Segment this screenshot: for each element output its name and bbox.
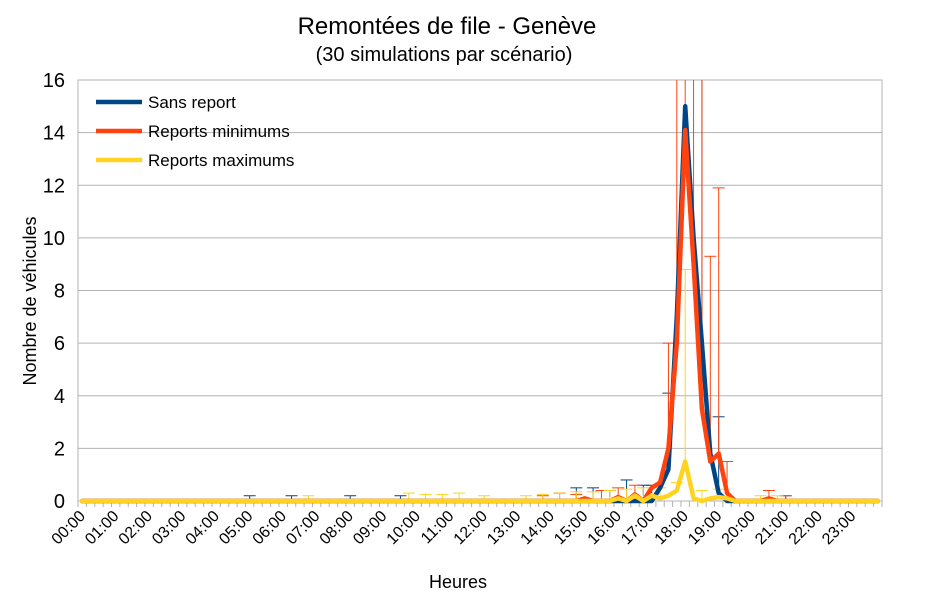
x-tick-label: 00:00 — [49, 508, 89, 548]
x-tick-label: 20:00 — [719, 508, 759, 548]
x-tick-label: 14:00 — [518, 508, 558, 548]
series-lines — [79, 104, 881, 504]
x-tick-label: 13:00 — [484, 508, 524, 548]
x-tick-label: 11:00 — [418, 508, 458, 548]
y-tick-label: 12 — [43, 175, 65, 197]
y-tick-label: 14 — [43, 123, 65, 145]
legend-label: Reports minimums — [148, 122, 290, 141]
y-axis-label: Nombre de véhicules — [20, 216, 40, 385]
y-tick-label: 8 — [54, 281, 65, 303]
chart-title: Remontées de file - Genève — [298, 13, 597, 40]
x-tick-label: 06:00 — [250, 508, 290, 548]
x-tick-label: 12:00 — [451, 508, 491, 548]
x-tick-label: 16:00 — [585, 508, 625, 548]
x-tick-label: 18:00 — [652, 508, 692, 548]
x-tick-label: 08:00 — [317, 508, 357, 548]
x-tick-label: 10:00 — [384, 508, 424, 548]
x-tick-label: 17:00 — [618, 508, 658, 548]
chart-subtitle: (30 simulations par scénario) — [316, 44, 573, 66]
x-tick-label: 21:00 — [752, 508, 792, 548]
y-tick-label: 6 — [54, 333, 65, 355]
y-axis-ticks: 0 2 4 6 8 10 12 14 16 — [43, 70, 65, 513]
x-tick-label: 03:00 — [149, 508, 189, 548]
x-tick-label: 23:00 — [819, 508, 859, 548]
x-tick-label: 01:00 — [82, 508, 122, 548]
legend-label: Sans report — [148, 93, 236, 112]
legend: Sans report Reports minimums Reports maxim… — [96, 93, 294, 170]
x-axis-label: Heures — [429, 572, 487, 592]
y-tick-label: 2 — [54, 438, 65, 460]
x-tick-label: 15:00 — [551, 508, 591, 548]
x-tick-label: 19:00 — [685, 508, 725, 548]
series-line — [79, 459, 881, 504]
x-tick-label: 22:00 — [786, 508, 826, 548]
y-tick-label: 16 — [43, 70, 65, 92]
legend-label: Reports maximums — [148, 151, 294, 170]
x-tick-label: 04:00 — [183, 508, 223, 548]
x-tick-label: 02:00 — [116, 508, 156, 548]
x-tick-label: 09:00 — [350, 508, 390, 548]
y-tick-label: 10 — [43, 228, 65, 250]
x-tick-label: 07:00 — [283, 508, 323, 548]
x-axis-ticks: 00:0001:0002:0003:0004:0005:0006:0007:00… — [49, 501, 883, 548]
y-tick-label: 0 — [54, 491, 65, 513]
x-tick-label: 05:00 — [216, 508, 256, 548]
y-tick-label: 4 — [54, 386, 65, 408]
gridlines — [78, 79, 882, 502]
